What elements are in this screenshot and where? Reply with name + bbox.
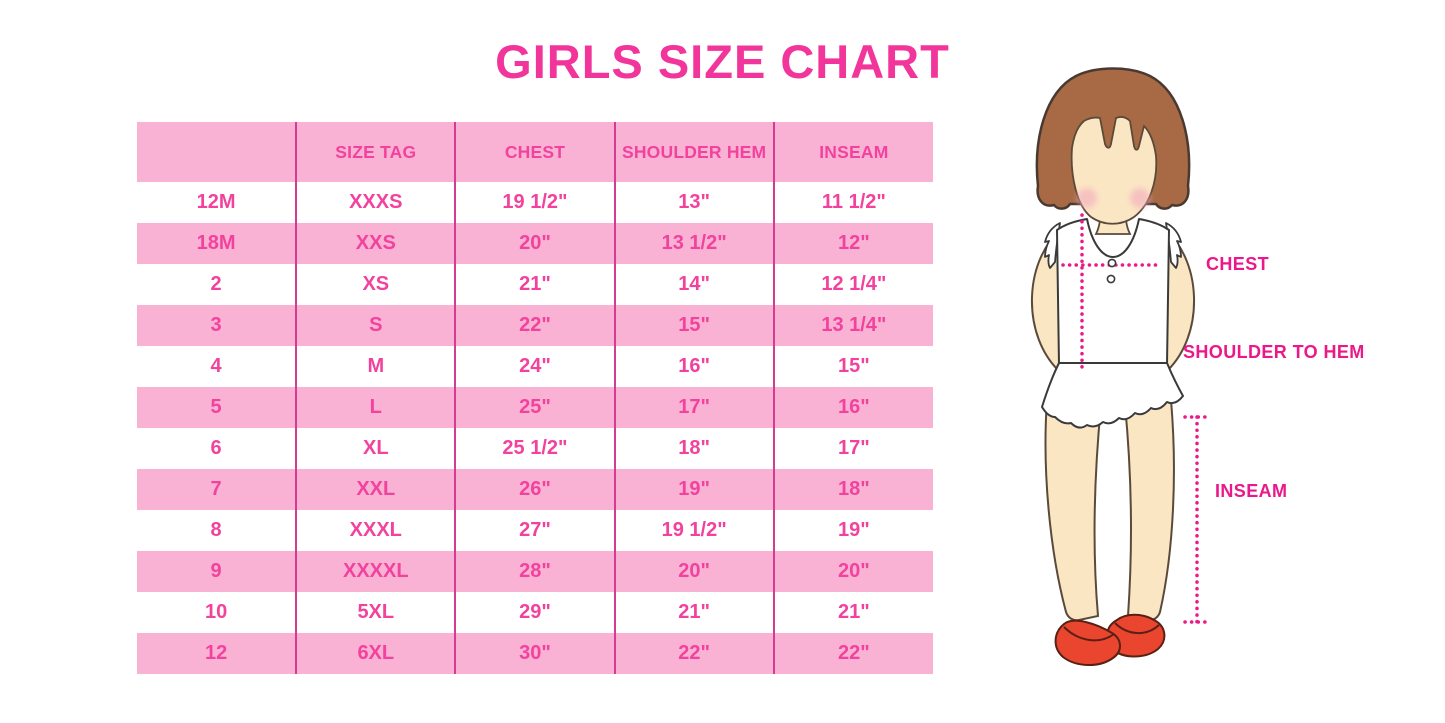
shoulder-to-hem-measure-label: SHOULDER TO HEM (1183, 342, 1365, 362)
size-cell: 5 (137, 387, 297, 428)
shoulder-hem-cell: 16" (613, 346, 774, 387)
column-header-shoulder-hem: SHOULDER HEM (613, 122, 774, 182)
chest-cell: 28" (454, 551, 615, 592)
chest-cell: 24" (454, 346, 615, 387)
size-tag-cell: XXS (295, 223, 456, 264)
blush-left (1077, 188, 1097, 208)
size-tag-cell: 5XL (295, 592, 456, 633)
size-tag-cell: L (295, 387, 456, 428)
table-row: 10 5XL 29" 21" 21" (137, 592, 933, 633)
chest-cell: 30" (454, 633, 615, 674)
inseam-cell: 20" (772, 551, 933, 592)
size-cell: 9 (137, 551, 297, 592)
button-bottom (1106, 274, 1116, 284)
size-tag-cell: XL (295, 428, 456, 469)
shoulder-hem-cell: 19 1/2" (613, 510, 774, 551)
shoulder-hem-cell: 20" (613, 551, 774, 592)
shoulder-hem-cell: 13" (613, 182, 774, 223)
inseam-cell: 15" (772, 346, 933, 387)
shoulder-hem-cell: 15" (613, 305, 774, 346)
girl-illustration (1030, 67, 1210, 666)
column-header-size (137, 122, 297, 182)
size-cell: 8 (210, 519, 222, 541)
size-cell: 4 (210, 355, 222, 377)
inseam-cell: 11 1/2" (772, 182, 933, 223)
size-tag-cell: XXXL (295, 510, 456, 551)
column-header-chest: CHEST (454, 122, 615, 182)
size-cell: 6 (210, 437, 222, 459)
chest-cell: 19 1/2" (454, 182, 615, 223)
girls-size-table: SIZE TAG CHEST SHOULDER HEM INSEAM 12M X… (137, 122, 933, 674)
table-row: 5 L 25" 17" 16" (137, 387, 933, 428)
table-row: 3 S 22" 15" 13 1/4" (137, 305, 933, 346)
shoulder-hem-cell: 13 1/2" (613, 223, 774, 264)
chest-cell: 22" (454, 305, 615, 346)
table-row: 6 XL 25 1/2" 18" 17" (137, 428, 933, 469)
table-row: 2 XS 21" 14" 12 1/4" (137, 264, 933, 305)
shoe-left (1054, 619, 1121, 666)
bodice (1056, 218, 1170, 366)
table-row: 7 XXL 26" 19" 18" (137, 469, 933, 510)
shoe-right-strap (1114, 622, 1160, 634)
size-cell: 3 (137, 305, 297, 346)
chest-cell: 25" (454, 387, 615, 428)
size-cell: 7 (137, 469, 297, 510)
chest-cell: 20" (454, 223, 615, 264)
chest-measure-label: CHEST (1206, 254, 1270, 274)
shoulder-hem-cell: 19" (613, 469, 774, 510)
face (1070, 116, 1158, 225)
shoulder-hem-cell: 18" (613, 428, 774, 469)
chest-cell: 21" (454, 264, 615, 305)
column-header-size-tag: SIZE TAG (295, 122, 456, 182)
inseam-cell: 12 1/4" (772, 264, 933, 305)
page-title: GIRLS SIZE CHART (495, 35, 950, 88)
shoulder-hem-cell: 22" (613, 633, 774, 674)
column-header-inseam: INSEAM (772, 122, 933, 182)
table-header-row: SIZE TAG CHEST SHOULDER HEM INSEAM (137, 122, 933, 182)
table-row: 8 XXXL 27" 19 1/2" 19" (137, 510, 933, 551)
button-top (1107, 258, 1117, 268)
size-cell: 18M (137, 223, 297, 264)
inseam-cell: 18" (772, 469, 933, 510)
inseam-cell: 21" (772, 592, 933, 633)
inseam-cell: 16" (772, 387, 933, 428)
size-tag-cell: M (295, 346, 456, 387)
table-row: 9 XXXXL 28" 20" 20" (137, 551, 933, 592)
table-row: 4 M 24" 16" 15" (137, 346, 933, 387)
table-row: 12M XXXS 19 1/2" 13" 11 1/2" (137, 182, 933, 223)
inseam-measure-label: INSEAM (1215, 481, 1288, 501)
table-row: 18M XXS 20" 13 1/2" 12" (137, 223, 933, 264)
size-tag-cell: XXXS (295, 182, 456, 223)
blush-right (1130, 188, 1150, 208)
leg-right (1123, 398, 1175, 622)
size-tag-cell: S (295, 305, 456, 346)
table-row: 12 6XL 30" 22" 22" (137, 633, 933, 674)
chest-cell: 29" (454, 592, 615, 633)
shoulder-hem-cell: 14" (613, 264, 774, 305)
leg-left (1044, 398, 1103, 622)
shoe-left-strap (1063, 626, 1115, 642)
shoulder-hem-cell: 21" (613, 592, 774, 633)
inseam-cell: 19" (772, 510, 933, 551)
inseam-cell: 22" (772, 633, 933, 674)
size-cell: 2 (210, 273, 222, 295)
skirt (1041, 362, 1184, 429)
size-tag-cell: 6XL (295, 633, 456, 674)
inseam-cell: 17" (772, 428, 933, 469)
inseam-cell: 12" (772, 223, 933, 264)
size-tag-cell: XXXXL (295, 551, 456, 592)
chest-cell: 25 1/2" (454, 428, 615, 469)
inseam-cell: 13 1/4" (772, 305, 933, 346)
size-cell: 10 (204, 601, 228, 623)
size-tag-cell: XS (295, 264, 456, 305)
chest-cell: 26" (454, 469, 615, 510)
shoulder-hem-cell: 17" (613, 387, 774, 428)
chest-cell: 27" (454, 510, 615, 551)
size-tag-cell: XXL (295, 469, 456, 510)
size-cell: 12 (137, 633, 297, 674)
size-cell: 12M (196, 191, 236, 213)
